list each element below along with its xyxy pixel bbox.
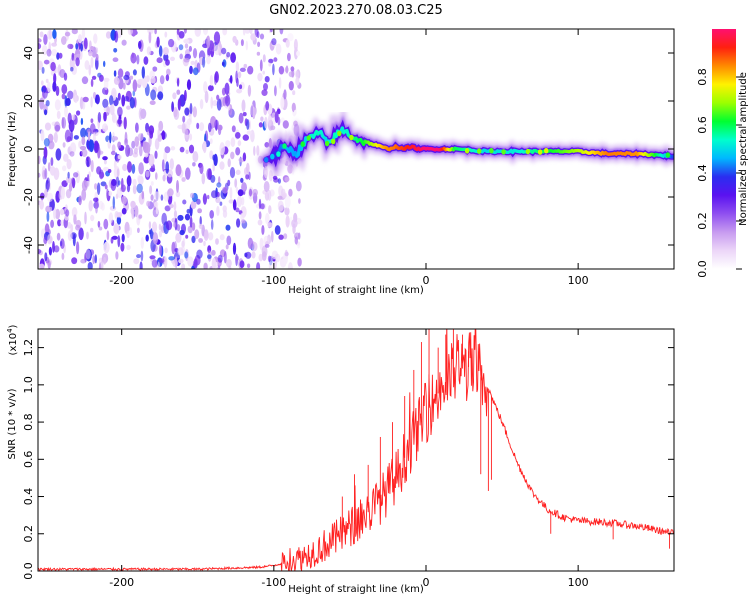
colorbar-tick-label: 0.6: [696, 116, 709, 134]
colorbar: 0.0 0.2 0.4 0.6 0.8 Normalized spectral ampl…: [696, 29, 749, 278]
colorbar-tick-label: 0.4: [696, 164, 709, 182]
y-tick-label: 0.6: [22, 451, 35, 469]
snr-panel: -200 -100 0 100 0.0 0.2 0.4 0.6 0.8 1.0 1.2 SNR (1…: [6, 324, 675, 595]
colorbar-tick-label: 0.0: [696, 260, 709, 278]
y-tick-label: 0: [22, 146, 35, 153]
y-tick-label: 1.0: [22, 376, 35, 394]
x-tick-label: -100: [261, 576, 286, 589]
snr-frame: [37, 328, 675, 572]
colorbar-ticks: 0.0 0.2 0.4 0.6 0.8: [696, 68, 742, 278]
x-tick-label: 100: [568, 274, 589, 287]
colorbar-tick-label: 0.8: [696, 68, 709, 86]
snr-xlabel: Height of straight line (km): [288, 584, 424, 595]
x-tick-label: 100: [568, 576, 589, 589]
snr-ylabel: SNR (10 * v/v): [7, 388, 18, 459]
colorbar-tick-label: 0.2: [696, 212, 709, 230]
x-tick-label: -100: [261, 274, 286, 287]
x-tick-label: 0: [422, 576, 429, 589]
chart-title: GN02.2023.270.08.03.C25: [269, 3, 443, 18]
y-tick-label: 1.2: [22, 339, 35, 357]
snr-ticks: -200 -100 0 100 0.0 0.2 0.4 0.6 0.8 1.0 1.2: [22, 329, 674, 589]
x-tick-label: 0: [422, 274, 429, 287]
x-tick-label: -200: [109, 576, 134, 589]
y-tick-label: -40: [22, 236, 35, 254]
y-tick-label: 0.8: [22, 413, 35, 431]
snr-plot-area: [38, 329, 674, 571]
y-tick-label: 0.4: [22, 488, 35, 506]
x-tick-label: -200: [109, 274, 134, 287]
colorbar-label: Normalized spectral amplitude: [738, 72, 749, 226]
spectrogram-plot-area: [38, 29, 674, 269]
spectrogram-ylabel: Frequency (Hz): [7, 111, 18, 187]
colorbar-scale: [712, 29, 736, 269]
spectrogram-ridge-core: [264, 126, 674, 163]
snr-multiplier: (x104): [6, 324, 19, 355]
y-tick-label: 0.0: [22, 562, 35, 580]
spectrogram-xlabel: Height of straight line (km): [288, 285, 424, 296]
snr-line: [38, 329, 674, 571]
y-tick-label: 40: [22, 46, 35, 60]
spectrogram-noise: [38, 29, 302, 269]
y-tick-label: 20: [22, 94, 35, 108]
y-tick-label: 0.2: [22, 525, 35, 543]
snr-spikes: [341, 329, 670, 549]
y-tick-label: -20: [22, 188, 35, 206]
